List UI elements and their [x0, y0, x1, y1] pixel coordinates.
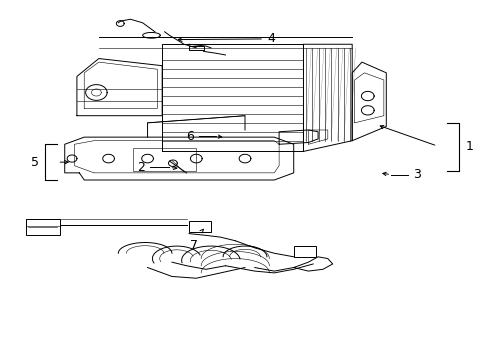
Bar: [189, 221, 211, 232]
Bar: [26, 219, 60, 235]
Text: 1: 1: [466, 140, 474, 153]
Text: 4: 4: [178, 32, 275, 45]
Text: 3: 3: [413, 168, 421, 181]
Text: 7: 7: [190, 239, 198, 252]
Bar: [294, 246, 316, 257]
Text: 2: 2: [137, 161, 145, 174]
Text: 5: 5: [31, 156, 39, 168]
Bar: [26, 219, 60, 226]
Bar: [133, 148, 196, 171]
Text: 6: 6: [186, 130, 194, 143]
